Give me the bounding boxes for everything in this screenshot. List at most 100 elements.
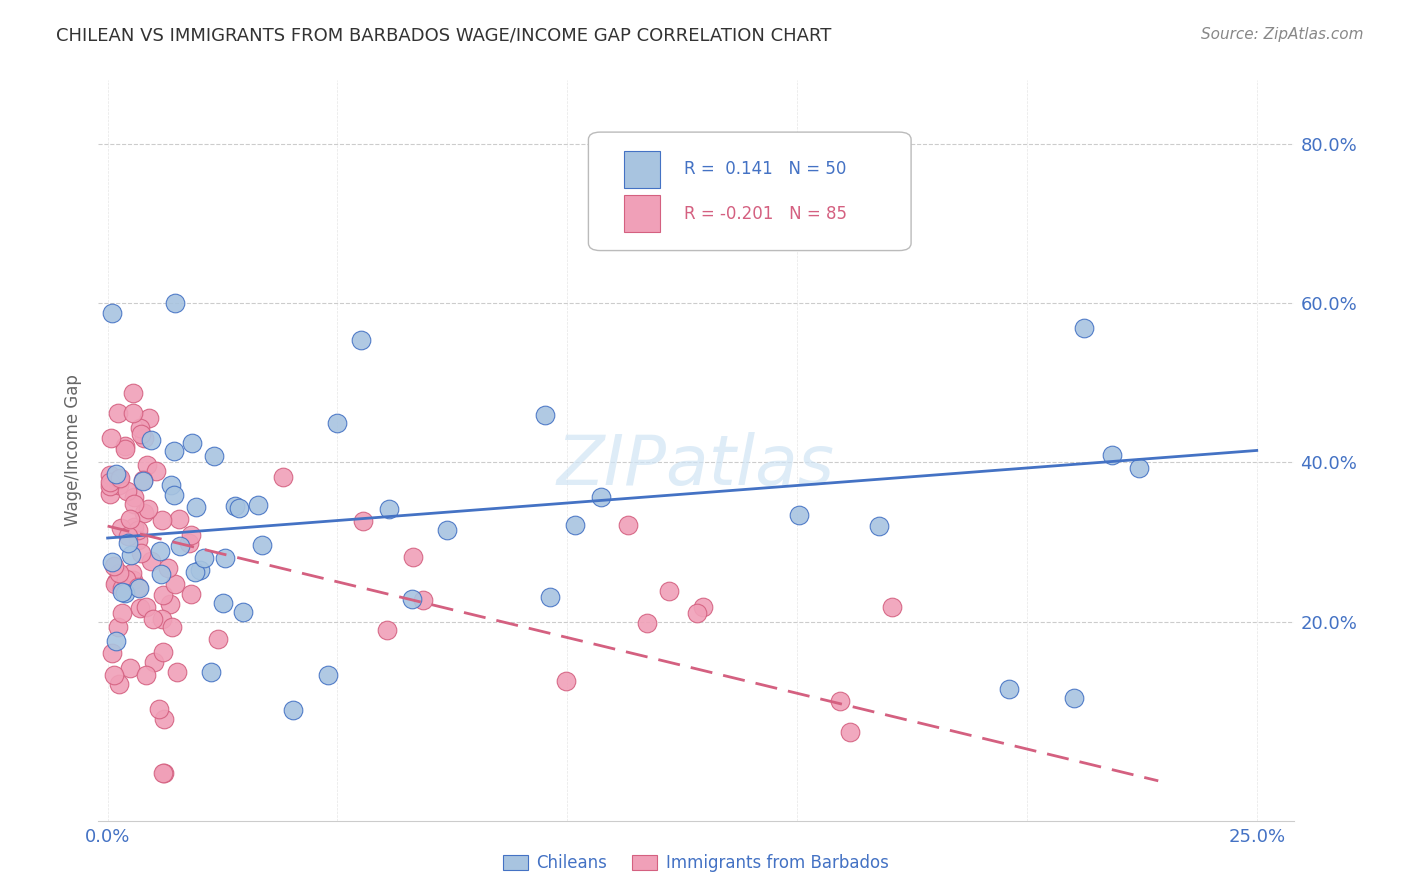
Point — [591, 490, 613, 504]
Point — [152, 766, 174, 780]
Point — [134, 431, 156, 445]
Point — [98, 487, 121, 501]
Point — [224, 499, 246, 513]
Point — [101, 306, 124, 320]
Point — [153, 766, 176, 780]
Point — [98, 468, 121, 483]
Point — [839, 725, 862, 739]
Point — [163, 488, 186, 502]
Point — [111, 585, 134, 599]
Text: R = -0.201   N = 85: R = -0.201 N = 85 — [685, 204, 846, 222]
Point — [538, 590, 561, 604]
Point — [232, 605, 254, 619]
Point — [115, 484, 138, 499]
Point — [436, 523, 458, 537]
Point — [114, 439, 136, 453]
Point — [152, 588, 174, 602]
Point — [129, 546, 152, 560]
Point — [402, 549, 425, 564]
Point — [193, 550, 215, 565]
FancyBboxPatch shape — [589, 132, 911, 251]
Point — [188, 563, 211, 577]
Point — [120, 512, 142, 526]
Legend: Chileans, Immigrants from Barbados: Chileans, Immigrants from Barbados — [496, 847, 896, 879]
Point — [1101, 449, 1123, 463]
Point — [121, 573, 143, 587]
Point — [98, 479, 121, 493]
Point — [1063, 691, 1085, 706]
Point — [401, 592, 423, 607]
Point — [128, 421, 150, 435]
Point — [212, 596, 235, 610]
Point — [122, 497, 145, 511]
Point — [127, 533, 149, 548]
Point — [121, 566, 143, 580]
Point — [114, 586, 136, 600]
Point — [352, 514, 374, 528]
Point — [163, 577, 186, 591]
Point — [128, 582, 150, 596]
Point — [139, 433, 162, 447]
Point — [658, 584, 681, 599]
Point — [533, 408, 555, 422]
Point — [692, 599, 714, 614]
Point — [142, 611, 165, 625]
FancyBboxPatch shape — [624, 151, 661, 187]
Point — [148, 702, 170, 716]
Point — [98, 475, 121, 490]
Point — [120, 548, 142, 562]
Point — [181, 436, 204, 450]
Point — [139, 554, 162, 568]
Point — [165, 296, 187, 310]
Point — [350, 333, 373, 347]
Point — [617, 517, 640, 532]
Point — [162, 444, 184, 458]
Point — [180, 587, 202, 601]
Point — [250, 538, 273, 552]
Point — [156, 560, 179, 574]
Point — [135, 668, 157, 682]
Point — [117, 536, 139, 550]
Point — [105, 467, 128, 481]
Point — [110, 521, 132, 535]
Point — [107, 566, 129, 580]
Point — [787, 508, 810, 522]
Point — [150, 611, 173, 625]
Point — [160, 478, 183, 492]
Point — [103, 558, 125, 573]
Point — [202, 450, 225, 464]
Point — [228, 500, 250, 515]
Point — [111, 606, 134, 620]
Point — [868, 518, 890, 533]
Point — [132, 473, 155, 487]
Point — [110, 471, 132, 485]
Point — [103, 668, 125, 682]
Point — [686, 606, 709, 620]
Point — [136, 501, 159, 516]
Point — [132, 474, 155, 488]
Text: R =  0.141   N = 50: R = 0.141 N = 50 — [685, 161, 846, 178]
Point — [104, 577, 127, 591]
Point — [564, 518, 586, 533]
Point — [214, 551, 236, 566]
FancyBboxPatch shape — [624, 195, 661, 232]
Point — [412, 592, 434, 607]
Point — [281, 703, 304, 717]
Point — [1128, 461, 1150, 475]
Point — [149, 544, 172, 558]
Point — [101, 646, 124, 660]
Point — [179, 536, 201, 550]
Point — [107, 620, 129, 634]
Point — [184, 566, 207, 580]
Point — [124, 520, 146, 534]
Point — [169, 539, 191, 553]
Point — [115, 573, 138, 587]
Point — [184, 500, 207, 515]
Point — [150, 513, 173, 527]
Point — [247, 498, 270, 512]
Point — [104, 575, 127, 590]
Point — [326, 416, 349, 430]
Point — [135, 599, 157, 614]
Point — [132, 506, 155, 520]
Text: CHILEAN VS IMMIGRANTS FROM BARBADOS WAGE/INCOME GAP CORRELATION CHART: CHILEAN VS IMMIGRANTS FROM BARBADOS WAGE… — [56, 27, 831, 45]
